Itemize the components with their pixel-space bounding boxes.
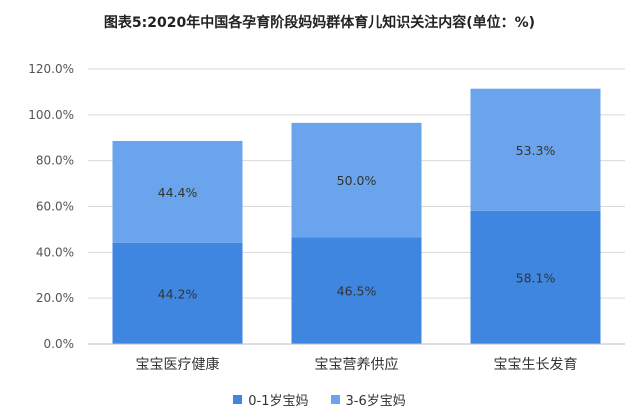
bar-segment [112,242,243,344]
data-label: 44.4% [158,185,198,200]
y-tick-label: 60.0% [36,200,74,214]
bar-segment [470,210,601,344]
y-tick-label: 100.0% [28,108,74,122]
bar-segment [291,122,422,238]
data-label: 46.5% [337,284,377,299]
legend-swatch [330,395,340,404]
bar-segment [470,88,601,211]
chart-legend: 0-1岁宝妈 3-6岁宝妈 [0,390,639,409]
legend-label: 0-1岁宝妈 [248,394,309,409]
y-tick-label: 20.0% [36,291,74,305]
x-category-label: 宝宝生长发育 [494,357,578,373]
data-label: 58.1% [516,270,556,285]
bar-segment [112,140,243,243]
y-tick-label: 80.0% [36,154,74,168]
data-label: 53.3% [516,143,556,158]
legend-item: 3-6岁宝妈 [330,390,406,409]
x-category-label: 宝宝医疗健康 [136,356,220,373]
y-tick-label: 0.0% [44,337,75,351]
x-category-label: 宝宝营养供应 [315,356,399,373]
y-tick-label: 120.0% [28,62,74,76]
data-label: 50.0% [337,173,377,188]
data-label: 44.2% [158,286,198,301]
legend-item: 0-1岁宝妈 [233,390,309,409]
chart-title: 图表5:2020年中国各孕育阶段妈妈群体育儿知识关注内容(单位：%) [103,15,536,31]
legend-swatch [233,395,243,404]
bar-segment [291,237,422,344]
legend-label: 3-6岁宝妈 [345,394,406,409]
y-tick-label: 40.0% [36,245,74,259]
